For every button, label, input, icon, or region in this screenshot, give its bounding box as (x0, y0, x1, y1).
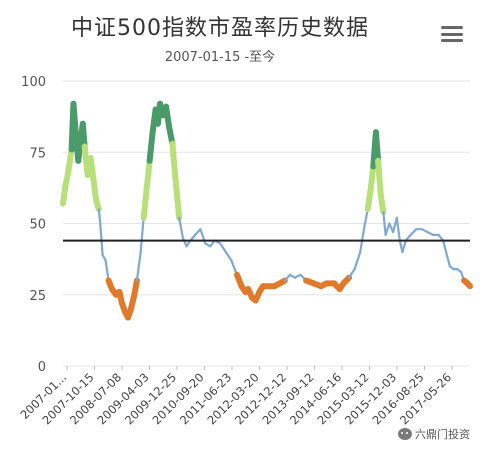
series-segment (163, 103, 173, 130)
series-segment (139, 216, 145, 254)
series-segment (90, 174, 100, 204)
series-segment (93, 197, 102, 213)
series-segment (140, 186, 150, 221)
series-segment (364, 186, 374, 213)
chart-subtitle: 2007-01-15 -至今 (164, 50, 276, 65)
series-segment (384, 222, 391, 236)
chart-title: 中证500指数市盈率历史数据 (71, 16, 369, 41)
series-segment (87, 154, 97, 181)
series-segment (353, 250, 362, 271)
series-segment (75, 135, 84, 164)
y-tick-label: 100 (21, 75, 46, 90)
series-segment (219, 242, 227, 254)
series-segment (377, 192, 387, 216)
series-segment (146, 129, 156, 164)
series-segment (70, 100, 79, 136)
series-segment (97, 208, 102, 231)
series-segment (340, 274, 353, 287)
series-segment (181, 236, 188, 248)
series-segment (375, 157, 384, 198)
series-segment (79, 120, 88, 150)
series-segment (104, 259, 110, 282)
wechat-icon (398, 428, 412, 440)
series-segment (172, 174, 183, 221)
series-segment (143, 157, 153, 193)
series-segment (382, 211, 387, 236)
series-segment (283, 273, 292, 282)
series-segment (347, 268, 356, 279)
series-segment (169, 140, 179, 181)
y-tick-label: 50 (29, 218, 46, 233)
y-tick-label: 75 (29, 146, 46, 161)
series-segment (99, 228, 104, 256)
series-segment (442, 239, 448, 256)
series-segment (401, 239, 407, 254)
series-segment (135, 250, 142, 282)
watermark-text: 六鼎门投资 (415, 428, 470, 441)
series-segment (445, 253, 451, 268)
series-segment (372, 129, 382, 164)
watermark: 六鼎门投资 (398, 426, 470, 442)
series-segment (65, 146, 75, 176)
series-segment (224, 250, 233, 262)
y-tick-label: 0 (38, 360, 46, 375)
series-segment (409, 228, 418, 236)
series-segment (464, 280, 473, 290)
series-segment (362, 208, 369, 231)
series-segment (178, 216, 184, 239)
series-segment (194, 228, 202, 236)
series-segment (131, 277, 140, 298)
series-segment (395, 216, 401, 242)
series-segment (367, 163, 377, 193)
menu-icon[interactable] (441, 26, 463, 42)
y-tick-label: 25 (29, 289, 46, 304)
